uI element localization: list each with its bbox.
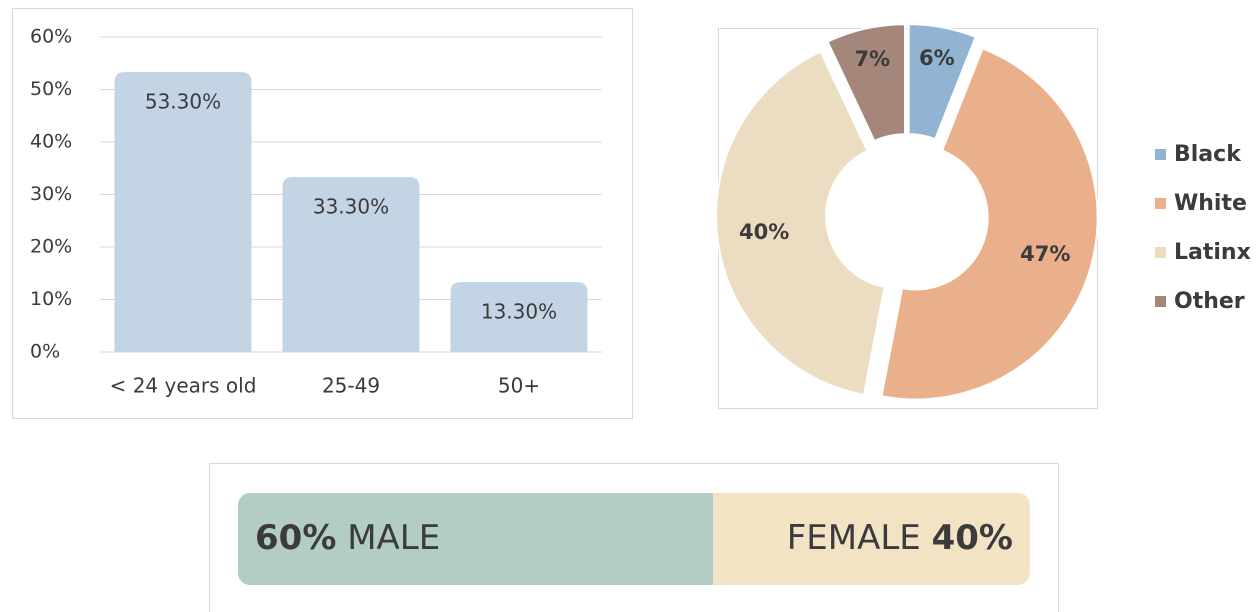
- slice-label: 7%: [854, 47, 890, 71]
- value-label: 53.30%: [145, 90, 221, 114]
- male-name: MALE: [347, 518, 440, 558]
- legend-swatch: [1155, 149, 1166, 160]
- y-tick-label: 30%: [30, 183, 72, 205]
- y-tick-label: 20%: [30, 236, 72, 258]
- legend-label: Latinx: [1174, 240, 1251, 265]
- gender-segment: [238, 493, 714, 585]
- legend-label: Black: [1174, 142, 1242, 167]
- bar: [450, 282, 588, 352]
- male-label: 60% MALE: [255, 518, 440, 558]
- x-tick-label: 50+: [498, 374, 540, 398]
- bar: [114, 72, 252, 353]
- value-label: 33.30%: [313, 195, 389, 219]
- y-tick-label: 10%: [30, 288, 72, 310]
- donut-slice: [907, 23, 977, 141]
- slice-label: 40%: [739, 220, 789, 244]
- y-tick-label: 0%: [30, 341, 60, 363]
- donut-slice: [880, 46, 1099, 401]
- donut-slice: [715, 50, 886, 397]
- legend-swatch: [1155, 198, 1166, 209]
- y-tick-label: 50%: [30, 78, 72, 100]
- donut-slice: [826, 23, 907, 143]
- x-tick-label: < 24 years old: [110, 374, 257, 398]
- male-value: 60%: [255, 518, 336, 558]
- y-tick-label: 40%: [30, 131, 72, 153]
- female-name: FEMALE: [787, 518, 921, 558]
- slice-label: 47%: [1020, 242, 1070, 266]
- female-label: FEMALE 40%: [787, 518, 1013, 558]
- female-value: 40%: [932, 518, 1013, 558]
- legend-swatch: [1155, 247, 1166, 258]
- y-tick-label: 60%: [30, 26, 72, 48]
- bar: [282, 177, 420, 352]
- gender-segment: [713, 493, 1030, 585]
- value-label: 13.30%: [481, 300, 557, 324]
- legend-label: Other: [1174, 289, 1245, 314]
- legend-label: White: [1174, 191, 1247, 216]
- slice-label: 6%: [919, 46, 955, 70]
- legend-swatch: [1155, 296, 1166, 307]
- x-tick-label: 25-49: [322, 374, 380, 398]
